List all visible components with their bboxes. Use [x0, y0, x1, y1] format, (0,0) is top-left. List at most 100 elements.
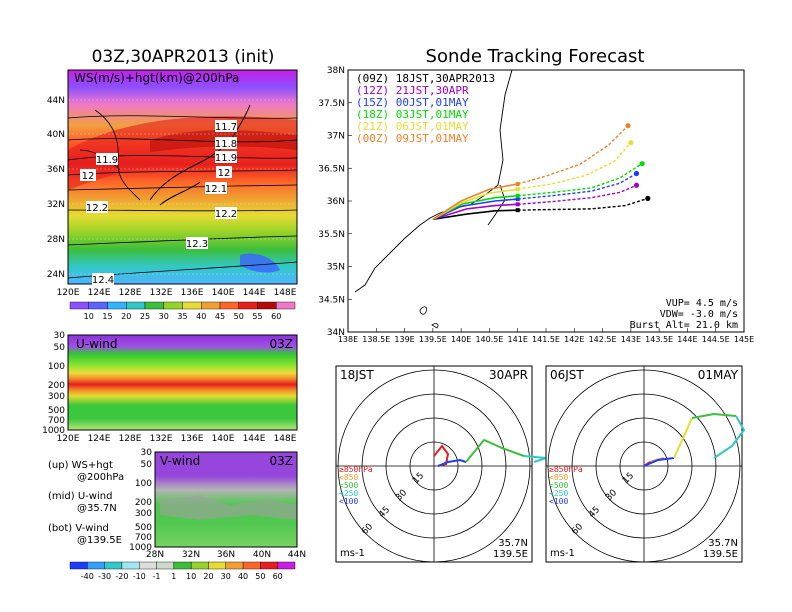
u-lon-tick: 132E	[150, 434, 173, 444]
track-lon-tick: 142E	[564, 335, 584, 344]
contour-line	[67, 184, 298, 191]
contour-label: 11.7	[215, 122, 237, 133]
map-lat-tick: 40N	[47, 130, 65, 140]
track-coastline	[354, 69, 513, 293]
u-p-tick: 500	[48, 406, 65, 416]
track-lon-tick: 143E	[621, 335, 641, 344]
track-lon-tick: 144E	[677, 335, 697, 344]
ws-colorbar-label: 20	[121, 312, 131, 321]
track-line-0	[432, 209, 518, 221]
map-label: WS(m/s)+hgt(km)@200hPa	[74, 71, 239, 85]
ws-colorbar-label: 15	[102, 312, 112, 321]
track-legend-entry: (09Z) 18JST,30APR2013	[356, 72, 495, 85]
contour-label: 11.9	[215, 153, 237, 164]
track-lon-tick: 144.5E	[702, 335, 730, 344]
wind-colorbar-swatch	[104, 561, 123, 570]
wind-colorbar-swatch	[208, 561, 226, 570]
contour-label: 11.9	[96, 155, 118, 166]
track-forecast-line-1	[517, 184, 637, 205]
wind-colorbar-label: 30	[221, 572, 231, 581]
legend-line: (up) WS+hgt	[48, 460, 113, 471]
legend-line: (bot) V-wind	[48, 523, 109, 534]
track-legend-entry: (12Z) 21JST,30APR	[356, 84, 469, 97]
wind-colorbar-swatch	[242, 561, 261, 570]
hodograph-time: 18JST	[340, 368, 374, 382]
track-landing-point-2	[633, 170, 640, 177]
track-burst-point-4	[515, 187, 520, 192]
v-lat-tick: 28N	[146, 550, 164, 560]
hodograph-date: 30APR	[489, 368, 528, 382]
u-p-tick: 50	[54, 343, 66, 353]
wind-colorbar-swatch	[87, 561, 105, 570]
hodograph-trace	[643, 457, 675, 467]
track-burst-point-1	[515, 202, 520, 207]
hodograph-level-label: ≥850hPa	[549, 465, 583, 474]
v-lat-tick: 36N	[217, 550, 235, 560]
u-lon-tick: 124E	[88, 434, 111, 444]
ws-map-panel: WS(m/s)+hgt(km)@200hPa 11.7 11.8 11.9 11…	[47, 69, 298, 298]
ws-colorbar-swatch	[107, 301, 127, 310]
ws-colorbar-swatch	[144, 301, 164, 310]
v-p-tick: 1000	[129, 543, 152, 553]
v-p-tick: 200	[135, 498, 152, 508]
track-line-5	[432, 183, 518, 221]
u-p-tick: 1000	[42, 426, 65, 436]
track-legend-entry: (15Z) 00JST,01MAY	[356, 96, 469, 109]
contour-label: 12.2	[86, 203, 108, 214]
ws-colorbar-label: 35	[177, 312, 187, 321]
legend-line: (mid) U-wind	[48, 491, 112, 502]
track-lat-tick: 37.5N	[318, 99, 345, 109]
ws-colorbar-swatch	[88, 301, 108, 310]
wind-colorbar-label: 40	[238, 572, 248, 581]
wind-colorbar-swatch	[277, 561, 296, 570]
hodograph-level-label: <850	[339, 473, 358, 482]
v-wind-panel: V-wind 03Z 30 50 100 200 300 500 700 100…	[129, 448, 306, 560]
track-lon-tick: 141E	[508, 335, 528, 344]
contour-label: 12	[82, 171, 95, 182]
track-lat-tick: 36N	[327, 197, 345, 207]
contour-line	[67, 138, 298, 143]
hodograph-time: 06JST	[550, 368, 584, 382]
track-forecast-line-3	[517, 163, 643, 197]
u-lon-tick: 136E	[181, 434, 204, 444]
hodograph-trace	[465, 438, 525, 463]
u-wind-panel: U-wind 03Z 30 50 100 200 300 500 700 100…	[42, 331, 298, 444]
u-p-tick: 200	[48, 381, 65, 391]
track-lat-tick: 35N	[327, 263, 345, 273]
right-title: Sonde Tracking Forecast	[426, 46, 645, 67]
contour-line	[67, 235, 298, 246]
panel-legend: (up) WS+hgt @200hPa (mid) U-wind @35.7N …	[48, 460, 124, 546]
track-burst-point-2	[515, 197, 520, 202]
track-lon-tick: 142.5E	[589, 335, 617, 344]
ws-colorbar-label: 50	[234, 312, 244, 321]
map-frame	[67, 69, 298, 285]
hodograph-level-label: <850	[549, 473, 568, 482]
u-wind-time: 03Z	[270, 337, 294, 351]
track-burst-point-0	[515, 208, 520, 213]
track-landing-point-1	[633, 182, 640, 188]
track-landing-point-5	[625, 123, 631, 129]
track-lon-tick: 140.5E	[475, 335, 503, 344]
v-wind-time: 03Z	[270, 454, 294, 468]
hodograph-right: 06JST 01MAY≥850hPa<850<500<250<1001530456…	[545, 365, 746, 563]
ws-colorbar-label: 25	[140, 312, 150, 321]
ws-colorbar-swatch	[69, 301, 89, 310]
track-forecast-line-4	[517, 142, 632, 190]
ws-colorbar-label: 55	[252, 312, 262, 321]
track-chart: (09Z) 18JST,30APR2013(12Z) 21JST,30APR(1…	[318, 66, 754, 344]
contour-label: 12	[218, 168, 231, 179]
ws-colorbar-swatch	[257, 301, 277, 310]
hodograph-level-label: <500	[339, 481, 358, 490]
v-p-tick: 700	[135, 533, 152, 543]
track-forecast-line-2	[517, 172, 637, 200]
track-forecast-line-5	[517, 125, 629, 185]
track-legend: (09Z) 18JST,30APR2013(12Z) 21JST,30APR(1…	[356, 72, 495, 145]
map-lon-tick: 140E	[212, 288, 235, 298]
track-islands	[419, 306, 439, 329]
wind-colorbar-swatch	[156, 561, 175, 570]
v-lat-tick: 40N	[253, 550, 271, 560]
v-lat-tick: 32N	[182, 550, 200, 560]
hodograph-level-label: ≥850hPa	[339, 465, 373, 474]
map-lon-tick: 148E	[274, 288, 297, 298]
